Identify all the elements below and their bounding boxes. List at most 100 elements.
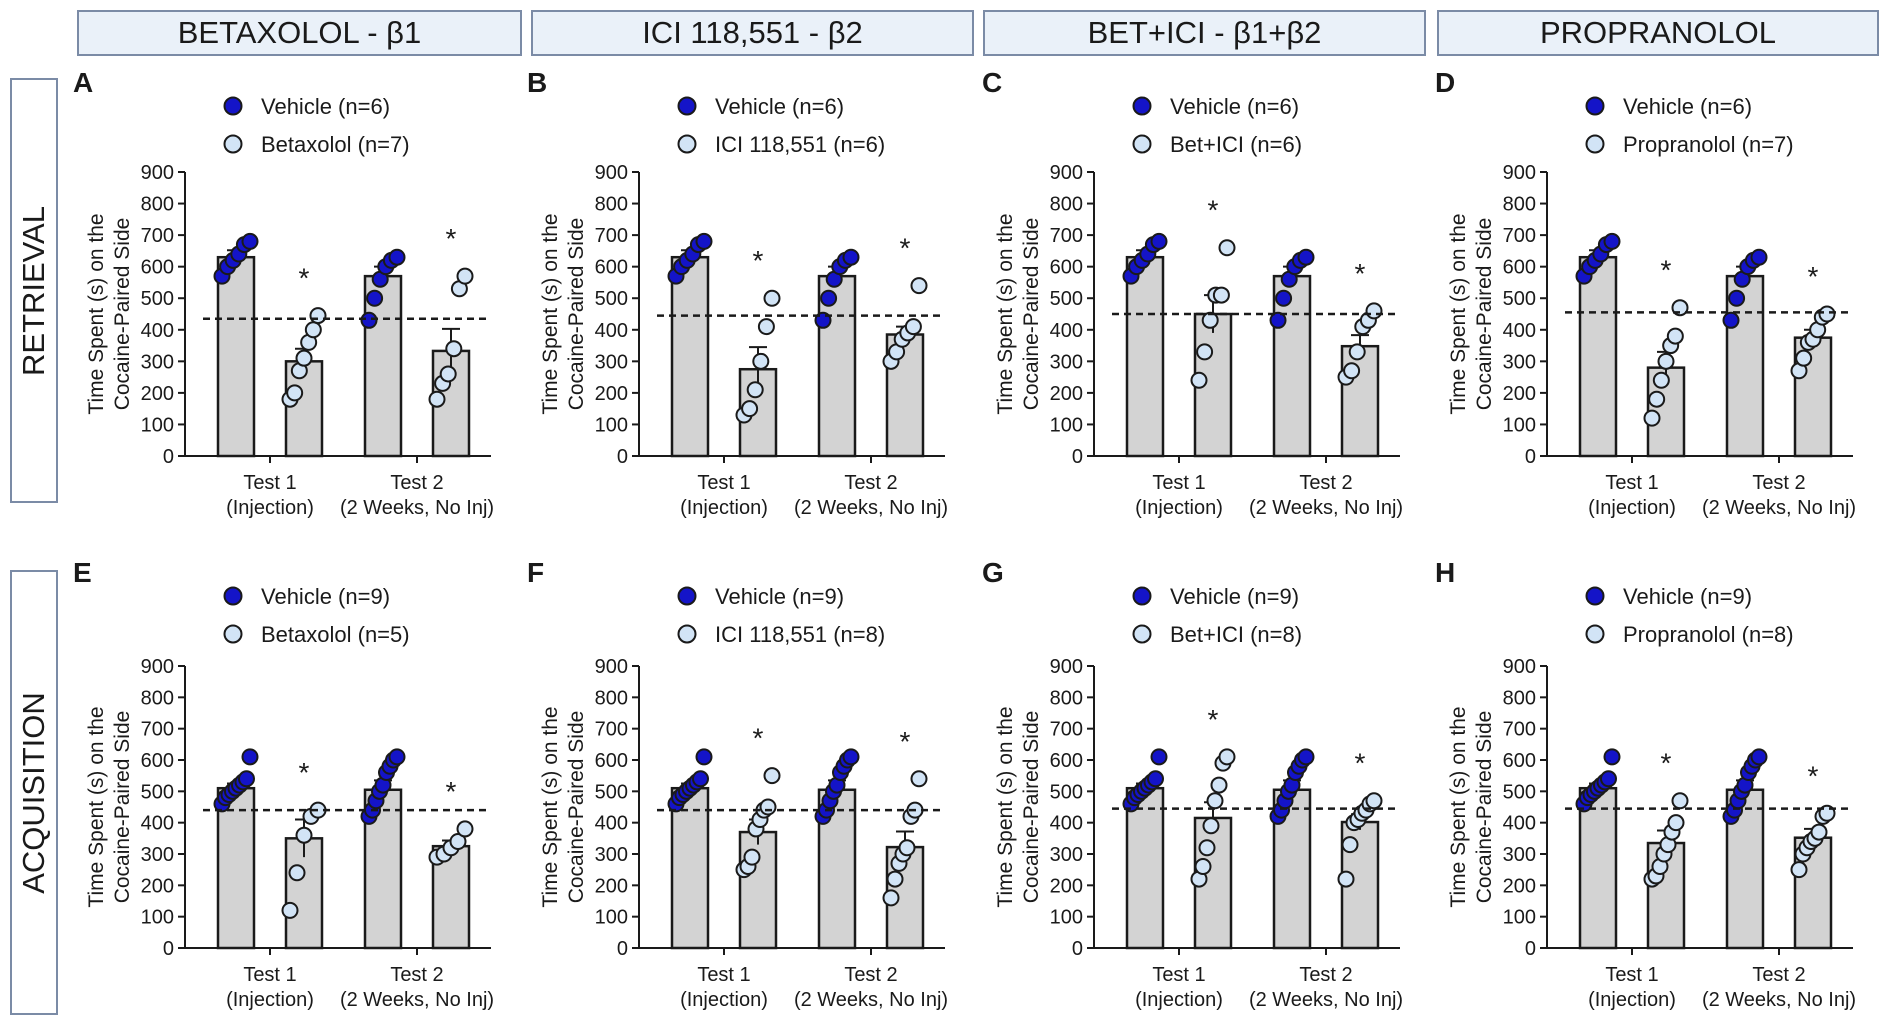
data-point	[757, 318, 775, 336]
significance-marker: *	[299, 263, 310, 294]
x-tick-sublabel: (2 Weeks, No Inj)	[1249, 497, 1403, 519]
y-tick-label: 700	[1503, 719, 1536, 741]
significance-marker: *	[1661, 748, 1672, 779]
y-tick-label: 400	[595, 320, 628, 342]
column-header-label: BETAXOLOL - β1	[177, 15, 422, 50]
data-point	[1365, 302, 1383, 320]
data-point	[842, 248, 860, 266]
y-tick-label: 200	[1503, 875, 1536, 897]
legend-marker	[1132, 624, 1152, 644]
data-point	[1198, 839, 1216, 857]
y-tick-label: 900	[595, 656, 628, 678]
data-point	[241, 748, 259, 766]
legend-label: ICI 118,551 (n=8)	[715, 622, 885, 647]
chart-panel-c: C Vehicle (n=6) Bet+ICI (n=6) Time Spent (s…	[982, 67, 1403, 519]
y-axis-title: Time Spent (s) on the Cocaine-Paired Side	[994, 706, 1043, 907]
legend-label: Propranolol (n=7)	[1623, 132, 1794, 157]
data-point	[910, 277, 928, 295]
bar	[738, 830, 778, 950]
y-tick-label: 800	[141, 687, 174, 709]
bar	[1578, 786, 1618, 950]
data-point	[304, 321, 322, 339]
y-tick-label: 100	[1503, 907, 1536, 929]
data-point	[1218, 239, 1236, 257]
data-point	[1150, 748, 1168, 766]
y-tick-label: 200	[1503, 383, 1536, 405]
data-point	[388, 748, 406, 766]
x-tick-sublabel: (Injection)	[680, 497, 768, 519]
x-tick-sublabel: (Injection)	[1588, 497, 1676, 519]
y-tick-label: 600	[595, 257, 628, 279]
data-point	[1210, 776, 1228, 794]
chart-panel-h: H Vehicle (n=9) Propranolol (n=8) Time Spen…	[1435, 557, 1856, 1011]
panel-letter: E	[73, 557, 92, 588]
legend-label: Vehicle (n=9)	[715, 584, 844, 609]
legend-label: Betaxolol (n=7)	[261, 132, 410, 157]
data-point	[1818, 305, 1836, 323]
y-tick-label: 0	[1525, 938, 1536, 960]
column-header-label: BET+ICI - β1+β2	[1087, 15, 1322, 50]
data-point	[695, 748, 713, 766]
data-point	[741, 400, 759, 418]
x-tick-sublabel: (2 Weeks, No Inj)	[794, 497, 948, 519]
y-tick-label: 600	[1503, 750, 1536, 772]
legend-label: Vehicle (n=9)	[261, 584, 390, 609]
panel-letter: D	[1435, 67, 1455, 98]
legend-marker	[223, 134, 243, 154]
data-point	[1206, 792, 1224, 810]
data-point	[1269, 311, 1287, 329]
x-tick-sublabel: (Injection)	[226, 989, 314, 1011]
data-point	[295, 826, 313, 844]
y-tick-label: 500	[1503, 288, 1536, 310]
column-header-label: ICI 118,551 - β2	[642, 15, 863, 50]
data-point	[1150, 232, 1168, 250]
bar	[670, 255, 710, 458]
y-axis-title: Time Spent (s) on the Cocaine-Paired Side	[539, 213, 588, 414]
data-point	[842, 748, 860, 766]
y-tick-label: 900	[141, 162, 174, 184]
y-tick-label: 800	[1503, 687, 1536, 709]
data-point	[1657, 352, 1675, 370]
y-tick-label: 200	[1050, 875, 1083, 897]
data-point	[1667, 814, 1685, 832]
y-tick-label: 900	[1050, 162, 1083, 184]
data-point	[1790, 861, 1808, 879]
y-tick-label: 0	[163, 938, 174, 960]
x-tick-sublabel: (2 Weeks, No Inj)	[1702, 989, 1856, 1011]
legend-marker	[1585, 134, 1605, 154]
data-point	[904, 318, 922, 336]
data-point	[309, 307, 327, 325]
x-tick-sublabel: (2 Weeks, No Inj)	[1249, 989, 1403, 1011]
y-axis-title: Time Spent (s) on the Cocaine-Paired Side	[85, 213, 134, 414]
data-point	[1795, 349, 1813, 367]
significance-marker: *	[299, 757, 310, 788]
y-tick-label: 800	[1503, 194, 1536, 216]
panel-letter: G	[982, 557, 1004, 588]
data-point	[695, 232, 713, 250]
legend-marker	[223, 96, 243, 116]
legend-label: Bet+ICI (n=6)	[1170, 132, 1302, 157]
data-point	[898, 839, 916, 857]
data-point	[286, 384, 304, 402]
y-tick-label: 400	[1503, 320, 1536, 342]
data-point	[1603, 232, 1621, 250]
y-axis-title: Time Spent (s) on the Cocaine-Paired Side	[85, 706, 134, 907]
x-tick-label: Test 1	[1605, 472, 1658, 494]
legend-label: ICI 118,551 (n=6)	[715, 132, 885, 157]
x-tick-label: Test 1	[243, 472, 296, 494]
x-tick-sublabel: (2 Weeks, No Inj)	[1702, 497, 1856, 519]
legend-label: Vehicle (n=9)	[1623, 584, 1752, 609]
x-tick-label: Test 1	[697, 472, 750, 494]
x-tick-sublabel: (Injection)	[680, 989, 768, 1011]
legend-marker	[1585, 96, 1605, 116]
x-tick-label: Test 2	[844, 472, 897, 494]
y-tick-label: 300	[141, 351, 174, 373]
y-tick-label: 300	[1050, 844, 1083, 866]
data-point	[1275, 289, 1293, 307]
panel-letter: F	[527, 557, 544, 588]
x-tick-label: Test 1	[243, 964, 296, 986]
data-point	[882, 889, 900, 907]
chart-panel-e: E Vehicle (n=9) Betaxolol (n=5) Time Spent …	[73, 557, 494, 1011]
data-point	[1212, 286, 1230, 304]
